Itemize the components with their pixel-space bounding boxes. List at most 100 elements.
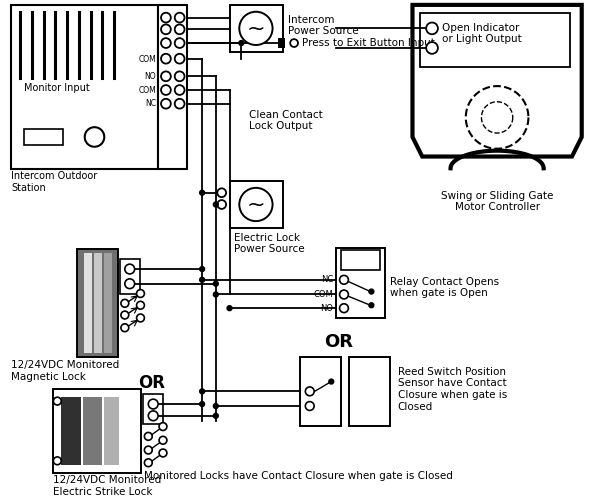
Circle shape bbox=[161, 24, 171, 34]
Circle shape bbox=[148, 411, 158, 420]
Circle shape bbox=[144, 432, 152, 440]
Circle shape bbox=[121, 324, 129, 332]
Text: Swing or Sliding Gate
Motor Controller: Swing or Sliding Gate Motor Controller bbox=[441, 191, 553, 212]
Bar bbox=[24, 129, 63, 145]
Circle shape bbox=[159, 422, 167, 430]
Circle shape bbox=[227, 306, 232, 310]
Text: COM: COM bbox=[138, 86, 156, 94]
Text: Monitored Locks have Contact Closure when gate is Closed: Monitored Locks have Contact Closure whe… bbox=[144, 472, 452, 482]
Bar bbox=[84, 254, 92, 353]
Circle shape bbox=[125, 279, 135, 288]
Circle shape bbox=[239, 40, 244, 46]
Circle shape bbox=[329, 379, 334, 384]
Polygon shape bbox=[278, 38, 285, 48]
Circle shape bbox=[213, 282, 218, 286]
Circle shape bbox=[161, 85, 171, 95]
Circle shape bbox=[240, 12, 272, 45]
Circle shape bbox=[305, 402, 314, 410]
Circle shape bbox=[175, 12, 185, 22]
Circle shape bbox=[175, 85, 185, 95]
Text: Monitor Input: Monitor Input bbox=[24, 83, 90, 93]
Circle shape bbox=[161, 99, 171, 108]
Circle shape bbox=[175, 38, 185, 48]
Text: OR: OR bbox=[138, 374, 164, 392]
Circle shape bbox=[213, 292, 218, 297]
Text: NO: NO bbox=[144, 72, 156, 81]
Circle shape bbox=[54, 397, 61, 405]
Text: NC: NC bbox=[145, 99, 156, 108]
Circle shape bbox=[144, 459, 152, 466]
Bar bbox=[300, 357, 341, 426]
Circle shape bbox=[85, 127, 104, 147]
Circle shape bbox=[136, 302, 144, 309]
Circle shape bbox=[161, 54, 171, 64]
Circle shape bbox=[200, 190, 204, 195]
Circle shape bbox=[121, 300, 129, 307]
Polygon shape bbox=[412, 5, 582, 156]
Text: OR: OR bbox=[325, 332, 353, 350]
Circle shape bbox=[161, 12, 171, 22]
Circle shape bbox=[213, 414, 218, 418]
Circle shape bbox=[161, 38, 171, 48]
Bar bbox=[349, 357, 390, 426]
Circle shape bbox=[369, 289, 374, 294]
Bar bbox=[104, 397, 119, 464]
Bar bbox=[94, 254, 103, 353]
Text: NC: NC bbox=[321, 276, 333, 284]
Text: Relay Contact Opens
when gate is Open: Relay Contact Opens when gate is Open bbox=[390, 277, 499, 298]
Bar bbox=[61, 397, 81, 464]
Bar bbox=[83, 397, 103, 464]
Bar bbox=[229, 181, 283, 228]
Text: Open Indicator
or Light Output: Open Indicator or Light Output bbox=[442, 22, 522, 44]
Bar bbox=[104, 254, 112, 353]
Text: ~: ~ bbox=[247, 194, 265, 214]
Circle shape bbox=[144, 446, 152, 454]
Circle shape bbox=[161, 72, 171, 81]
Circle shape bbox=[213, 202, 218, 207]
Circle shape bbox=[240, 188, 272, 221]
Circle shape bbox=[125, 264, 135, 274]
Circle shape bbox=[369, 303, 374, 308]
Circle shape bbox=[175, 54, 185, 64]
Circle shape bbox=[175, 24, 185, 34]
Text: COM: COM bbox=[313, 290, 333, 299]
Text: COM: COM bbox=[138, 55, 156, 64]
Bar bbox=[158, 5, 188, 170]
Bar bbox=[54, 390, 141, 472]
Bar bbox=[336, 248, 385, 318]
Text: Reed Switch Position
Sensor have Contact
Closure when gate is
Closed: Reed Switch Position Sensor have Contact… bbox=[398, 367, 507, 412]
Circle shape bbox=[159, 436, 167, 444]
Circle shape bbox=[290, 39, 298, 47]
Text: ~: ~ bbox=[247, 18, 265, 38]
Circle shape bbox=[200, 266, 204, 272]
Text: 12/24VDC Monitored
Magnetic Lock: 12/24VDC Monitored Magnetic Lock bbox=[11, 360, 120, 382]
Text: 12/24VDC Monitored
Electric Strike Lock: 12/24VDC Monitored Electric Strike Lock bbox=[54, 476, 162, 497]
Circle shape bbox=[159, 449, 167, 457]
Bar bbox=[144, 394, 163, 424]
Circle shape bbox=[54, 457, 61, 464]
Text: Electric Lock
Power Source: Electric Lock Power Source bbox=[234, 233, 305, 254]
Circle shape bbox=[426, 42, 438, 54]
Circle shape bbox=[121, 311, 129, 319]
Text: NO: NO bbox=[320, 304, 333, 312]
Bar bbox=[420, 12, 570, 66]
Circle shape bbox=[175, 99, 185, 108]
Bar bbox=[341, 250, 380, 270]
Text: Clean Contact
Lock Output: Clean Contact Lock Output bbox=[249, 110, 323, 131]
Circle shape bbox=[426, 22, 438, 34]
Circle shape bbox=[200, 278, 204, 282]
Bar bbox=[120, 260, 139, 294]
Circle shape bbox=[340, 276, 349, 284]
Circle shape bbox=[200, 389, 204, 394]
Circle shape bbox=[136, 290, 144, 298]
Text: Press to Exit Button Input: Press to Exit Button Input bbox=[302, 38, 435, 48]
Circle shape bbox=[175, 72, 185, 81]
Text: Intercom Outdoor
Station: Intercom Outdoor Station bbox=[11, 171, 98, 193]
Circle shape bbox=[305, 387, 314, 396]
Circle shape bbox=[340, 304, 349, 312]
Circle shape bbox=[340, 290, 349, 299]
Circle shape bbox=[218, 188, 226, 197]
Text: Intercom
Power Source: Intercom Power Source bbox=[288, 14, 359, 36]
Circle shape bbox=[148, 399, 158, 409]
Circle shape bbox=[200, 402, 204, 406]
